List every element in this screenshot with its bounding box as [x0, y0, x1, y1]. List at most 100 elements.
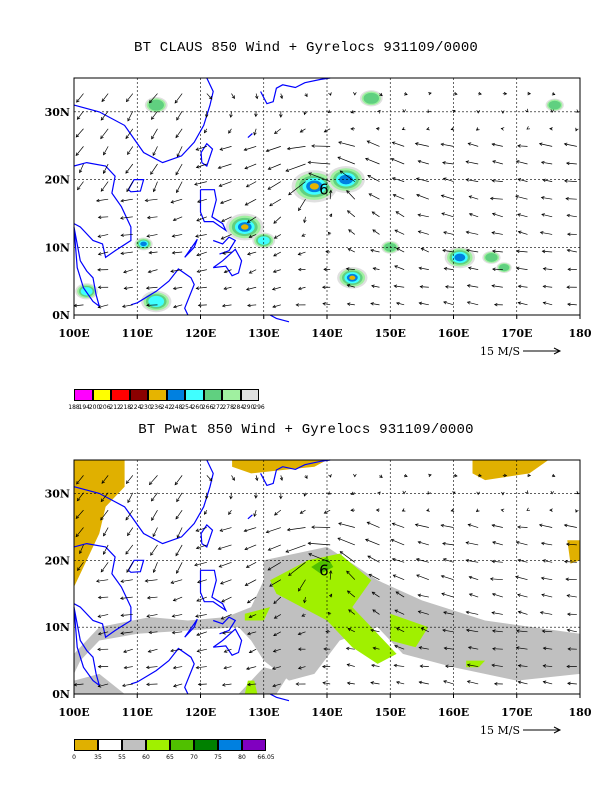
wind-vector [249, 614, 257, 618]
wind-vector [222, 631, 232, 634]
wind-vector-head [323, 510, 328, 514]
wind-vector [175, 544, 183, 556]
wind-vector-head [265, 529, 270, 534]
wind-vector-head [491, 523, 496, 528]
wind-vector [392, 558, 405, 563]
wind-vector-head [440, 574, 445, 579]
wind-vector-head [123, 665, 128, 670]
wind-vector [298, 251, 306, 255]
wind-vector-head [375, 508, 380, 512]
wind-vector [518, 231, 528, 235]
wind-vector-head [77, 186, 81, 191]
wind-vector [392, 523, 405, 528]
wind-vector [79, 163, 84, 173]
wind-vector [444, 268, 454, 270]
wind-vector-head [196, 218, 200, 222]
wind-vector-head [379, 474, 383, 478]
colorbar-swatch [74, 739, 98, 751]
wind-vector [175, 163, 183, 175]
wind-vector-head [297, 286, 302, 291]
wind-vector-head [517, 144, 521, 148]
wind-vector-head [404, 473, 408, 478]
wind-vector [288, 181, 306, 196]
wind-vector [120, 216, 133, 219]
wind-vector-head [248, 614, 253, 619]
wind-vector [394, 229, 405, 235]
wind-vector-head [541, 249, 546, 254]
coastline [260, 459, 331, 487]
wind-vector [247, 596, 257, 604]
wind-vector [368, 573, 380, 580]
x-tick-label: 110E [122, 706, 153, 719]
wind-vector-head [152, 152, 156, 156]
wind-vector [221, 614, 232, 620]
wind-vector-head [517, 284, 522, 289]
wind-vector-head [100, 516, 104, 521]
wind-vector-head [491, 592, 496, 597]
wind-vector-head [228, 130, 232, 134]
wind-vector [466, 542, 479, 546]
wind-vector-head [243, 147, 248, 152]
wind-vector-head [245, 184, 250, 188]
wind-vector [308, 172, 331, 182]
wind-vector-head [271, 666, 276, 670]
wind-vector [492, 593, 503, 598]
wind-vector [151, 509, 158, 521]
wind-vector [347, 664, 355, 667]
wind-vector-head [366, 521, 371, 525]
wind-vector-head [491, 249, 496, 253]
wind-vector-head [452, 491, 456, 495]
wind-vector [543, 665, 553, 667]
wind-vector-head [551, 92, 556, 96]
wind-vector-head [279, 495, 283, 500]
wind-vector [245, 579, 257, 586]
coastline-layer [73, 77, 331, 323]
colorbar-label: 248 [171, 404, 183, 411]
wind-vector-head [466, 663, 471, 667]
coastline [73, 542, 132, 639]
wind-vector-head [221, 599, 225, 603]
wind-vector-head [566, 213, 571, 218]
colorbar-label: 230 [140, 404, 152, 411]
wind-vector [541, 542, 553, 546]
wind-vector-head [515, 266, 520, 271]
wind-vector [98, 251, 109, 255]
wind-vector [466, 611, 479, 615]
colorbar-label: 60 [142, 754, 150, 761]
wind-vector-head [395, 211, 400, 215]
wind-vector [100, 509, 109, 521]
wind-vector-head [97, 647, 101, 652]
wind-vector-head [566, 612, 571, 616]
wind-vector [564, 524, 577, 528]
wind-vector [418, 541, 429, 546]
wind-vector [567, 682, 577, 685]
wind-vector-head [515, 249, 520, 253]
wind-vector [347, 210, 356, 218]
wind-vector-head [303, 111, 307, 116]
y-tick-label: 20N [45, 554, 70, 567]
wind-vector-head [322, 302, 326, 306]
wind-vector [491, 664, 503, 667]
wind-vector [443, 680, 454, 685]
wind-vector-head [416, 574, 420, 578]
x-tick-label: 120E [185, 706, 216, 719]
wind-vector [273, 631, 281, 636]
wind-vector [346, 647, 355, 650]
wind-vector-head [299, 129, 304, 133]
x-tick-label: 130E [248, 706, 279, 719]
colorbar-label: 206 [99, 404, 111, 411]
wind-vector-head [152, 569, 157, 573]
wind-vector [101, 475, 109, 484]
wind-vector-head [346, 190, 350, 194]
wind-vector [298, 199, 306, 211]
wind-vector-head [301, 613, 306, 617]
wind-vector-head [221, 218, 225, 223]
colorbar-label: 266 [201, 404, 214, 411]
wind-vector-head [267, 567, 272, 571]
wind-vector [224, 648, 232, 653]
wind-vector-head [123, 649, 127, 653]
wind-vector [468, 524, 479, 528]
wind-vector-head [353, 92, 357, 96]
wind-vector-head [279, 114, 283, 118]
wind-vector [274, 234, 282, 239]
